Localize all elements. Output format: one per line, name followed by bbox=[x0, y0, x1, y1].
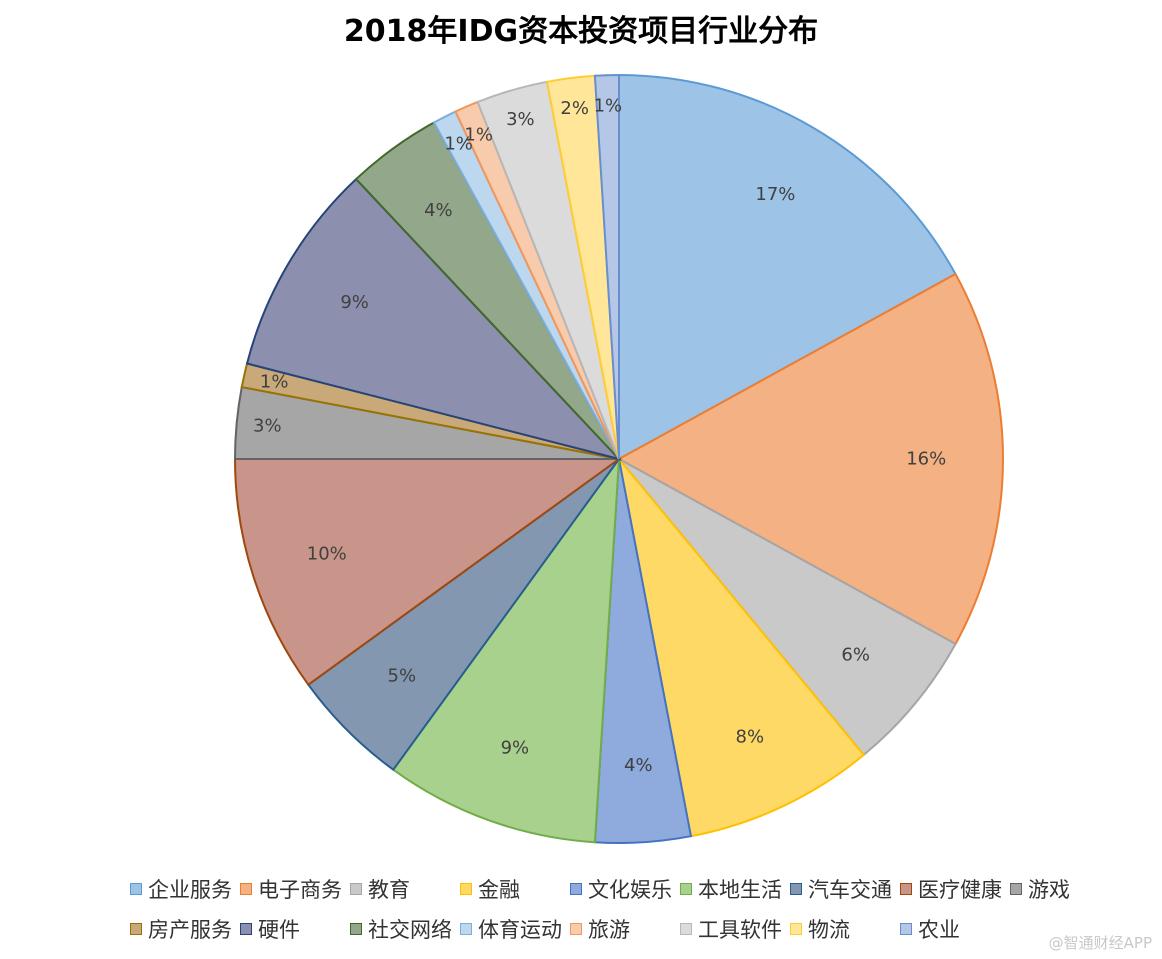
legend-swatch-15 bbox=[790, 923, 802, 935]
data-label-6: 5% bbox=[388, 666, 417, 687]
pie-slice-10 bbox=[245, 177, 623, 461]
legend-item-4: 文化娱乐 bbox=[570, 875, 672, 903]
data-label-12: 1% bbox=[444, 134, 473, 155]
legend-item-5: 本地生活 bbox=[680, 875, 782, 903]
legend-label-4: 文化娱乐 bbox=[588, 878, 672, 902]
pie-slice-3 bbox=[618, 458, 866, 838]
legend-label-2: 教育 bbox=[368, 878, 410, 902]
legend-swatch-0 bbox=[130, 883, 142, 895]
legend-item-11: 社交网络 bbox=[350, 915, 452, 943]
data-label-15: 2% bbox=[560, 98, 589, 119]
pie-slice-5 bbox=[391, 455, 621, 844]
pie-slice-16 bbox=[593, 73, 620, 460]
legend-item-6: 汽车交通 bbox=[790, 875, 892, 903]
legend-swatch-8 bbox=[1010, 883, 1022, 895]
pie-chart: 17%16%6%8%4%9%5%10%3%1%9%4%1%1%3%2% 1% bbox=[233, 73, 1004, 844]
data-label-4: 4% bbox=[624, 755, 653, 776]
legend-item-2: 教育 bbox=[350, 875, 410, 903]
data-label-8: 3% bbox=[253, 415, 282, 436]
legend-swatch-9 bbox=[130, 923, 142, 935]
legend-item-3: 金融 bbox=[460, 875, 520, 903]
legend-swatch-4 bbox=[570, 883, 582, 895]
chart-title: 2018年IDG资本投资项目行业分布 bbox=[343, 14, 819, 49]
pie-slice-2 bbox=[618, 458, 957, 757]
legend-label-13: 旅游 bbox=[588, 918, 630, 942]
legend-item-13: 旅游 bbox=[570, 915, 630, 943]
data-label-0: 17% bbox=[755, 184, 795, 205]
data-label-13: 1% bbox=[464, 124, 493, 145]
legend-item-10: 硬件 bbox=[240, 915, 300, 943]
legend-item-0: 企业服务 bbox=[130, 875, 232, 903]
legend-label-6: 汽车交通 bbox=[808, 878, 892, 902]
legend-label-11: 社交网络 bbox=[368, 918, 452, 942]
legend-swatch-5 bbox=[680, 883, 692, 895]
legend-swatch-10 bbox=[240, 923, 252, 935]
data-label-16: 1% bbox=[594, 95, 623, 116]
legend-item-1: 电子商务 bbox=[240, 875, 342, 903]
legend-label-12: 体育运动 bbox=[478, 918, 562, 942]
data-label-2: 6% bbox=[841, 644, 870, 665]
data-label-9: 1% bbox=[260, 371, 289, 392]
legend-swatch-16 bbox=[900, 923, 912, 935]
legend-label-15: 物流 bbox=[808, 918, 850, 942]
data-label-10: 9% bbox=[340, 292, 369, 313]
watermark: @智通财经APP bbox=[1048, 934, 1152, 952]
legend-item-8: 游戏 bbox=[1010, 875, 1070, 903]
legend-row-0: 企业服务 电子商务 教育 金融 文化娱乐 本地生活 汽车交通 医疗健康 游戏 bbox=[0, 875, 1162, 903]
data-label-1: 16% bbox=[906, 449, 946, 470]
pie-slice-1 bbox=[616, 272, 1004, 646]
legend-swatch-6 bbox=[790, 883, 802, 895]
pie-slices bbox=[233, 73, 1004, 844]
legend-swatch-7 bbox=[900, 883, 912, 895]
data-label-5: 9% bbox=[501, 738, 530, 759]
pie-slice-0 bbox=[618, 73, 957, 461]
legend-item-9: 房产服务 bbox=[130, 915, 232, 943]
pie-data-labels: 17%16%6%8%4%9%5%10%3%1%9%4%1%1%3%2% 1% bbox=[253, 95, 946, 776]
data-label-3: 8% bbox=[736, 727, 765, 748]
legend-label-8: 游戏 bbox=[1028, 878, 1070, 902]
legend-swatch-1 bbox=[240, 883, 252, 895]
legend-row-1: 房产服务 硬件 社交网络 体育运动 旅游 工具软件 物流 农业 bbox=[0, 915, 1162, 943]
legend-label-9: 房产服务 bbox=[148, 918, 232, 942]
legend-item-7: 医疗健康 bbox=[900, 875, 1002, 903]
legend-item-14: 工具软件 bbox=[680, 915, 782, 943]
legend-item-12: 体育运动 bbox=[460, 915, 562, 943]
legend-label-14: 工具软件 bbox=[698, 918, 782, 942]
legend-label-3: 金融 bbox=[478, 878, 520, 902]
legend-label-10: 硬件 bbox=[258, 918, 300, 942]
pie-slice-7 bbox=[233, 458, 623, 687]
data-label-14: 3% bbox=[506, 109, 535, 130]
legend-label-0: 企业服务 bbox=[148, 878, 232, 902]
legend-item-16: 农业 bbox=[900, 915, 960, 943]
legend-swatch-11 bbox=[350, 923, 362, 935]
data-label-7: 10% bbox=[307, 543, 347, 564]
legend-label-5: 本地生活 bbox=[698, 878, 782, 902]
legend-item-15: 物流 bbox=[790, 915, 850, 943]
legend-label-7: 医疗健康 bbox=[918, 878, 1002, 902]
data-label-11: 4% bbox=[424, 200, 453, 221]
legend-swatch-14 bbox=[680, 923, 692, 935]
legend-label-1: 电子商务 bbox=[258, 878, 342, 902]
legend-swatch-2 bbox=[350, 883, 362, 895]
legend-label-16: 农业 bbox=[918, 918, 960, 942]
legend-swatch-13 bbox=[570, 923, 582, 935]
legend-swatch-12 bbox=[460, 923, 472, 935]
legend-swatch-3 bbox=[460, 883, 472, 895]
